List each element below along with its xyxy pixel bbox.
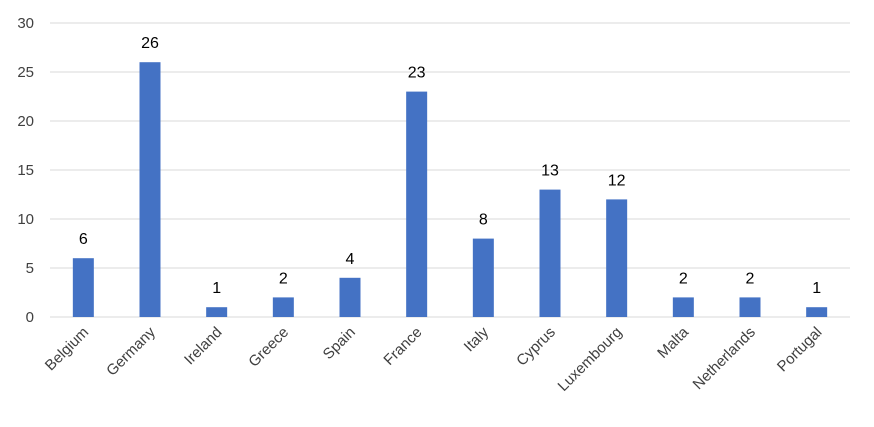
data-label-belgium: 6 [79,231,88,248]
x-tick-label-greece: Greece [245,324,292,371]
data-label-ireland: 1 [212,280,221,297]
bar-italy [472,238,494,317]
y-tick-label: 30 [17,15,34,32]
bar-greece [272,297,294,317]
data-label-spain: 4 [346,251,355,268]
y-tick-label: 10 [17,211,34,228]
bar-luxembourg [606,199,628,317]
y-tick-label: 25 [17,64,34,81]
data-label-luxembourg: 12 [608,172,626,189]
data-label-greece: 2 [279,270,288,287]
y-tick-label: 0 [26,309,34,326]
x-tick-label-spain: Spain [320,324,359,363]
x-tick-label-luxembourg: Luxembourg [555,324,626,395]
x-tick-label-portugal: Portugal [774,324,826,376]
data-label-portugal: 1 [812,280,821,297]
y-axis-tick-labels: 0 5 10 15 20 25 30 [17,15,34,326]
x-tick-label-france: France [380,324,425,369]
y-tick-label: 5 [26,260,34,277]
data-label-france: 23 [408,65,426,82]
x-tick-label-ireland: Ireland [181,324,225,368]
bar-spain [339,277,361,317]
bar-france [406,91,428,317]
bar-malta [672,297,694,317]
data-label-germany: 26 [141,35,159,52]
x-tick-label-netherlands: Netherlands [690,324,759,393]
data-label-malta: 2 [679,270,688,287]
gridlines [50,22,850,318]
bar-ireland [206,307,228,317]
bar-germany [139,62,161,318]
x-tick-label-germany: Germany [103,323,159,379]
x-tick-label-belgium: Belgium [42,324,92,374]
x-tick-label-cyprus: Cyprus [513,324,559,370]
y-tick-label: 15 [17,162,34,179]
x-tick-label-italy: Italy [461,323,493,355]
bar-portugal [806,307,828,317]
y-tick-label: 20 [17,113,34,130]
x-tick-label-malta: Malta [654,323,692,361]
bar-netherlands [739,297,761,317]
x-axis-category-labels: Belgium Germany Ireland Greece Spain France It… [42,323,826,394]
data-label-cyprus: 13 [541,163,559,180]
bar-cyprus [539,189,561,317]
data-label-italy: 8 [479,212,488,229]
data-label-netherlands: 2 [746,270,755,287]
bar-belgium [72,258,94,317]
bars [72,62,828,318]
